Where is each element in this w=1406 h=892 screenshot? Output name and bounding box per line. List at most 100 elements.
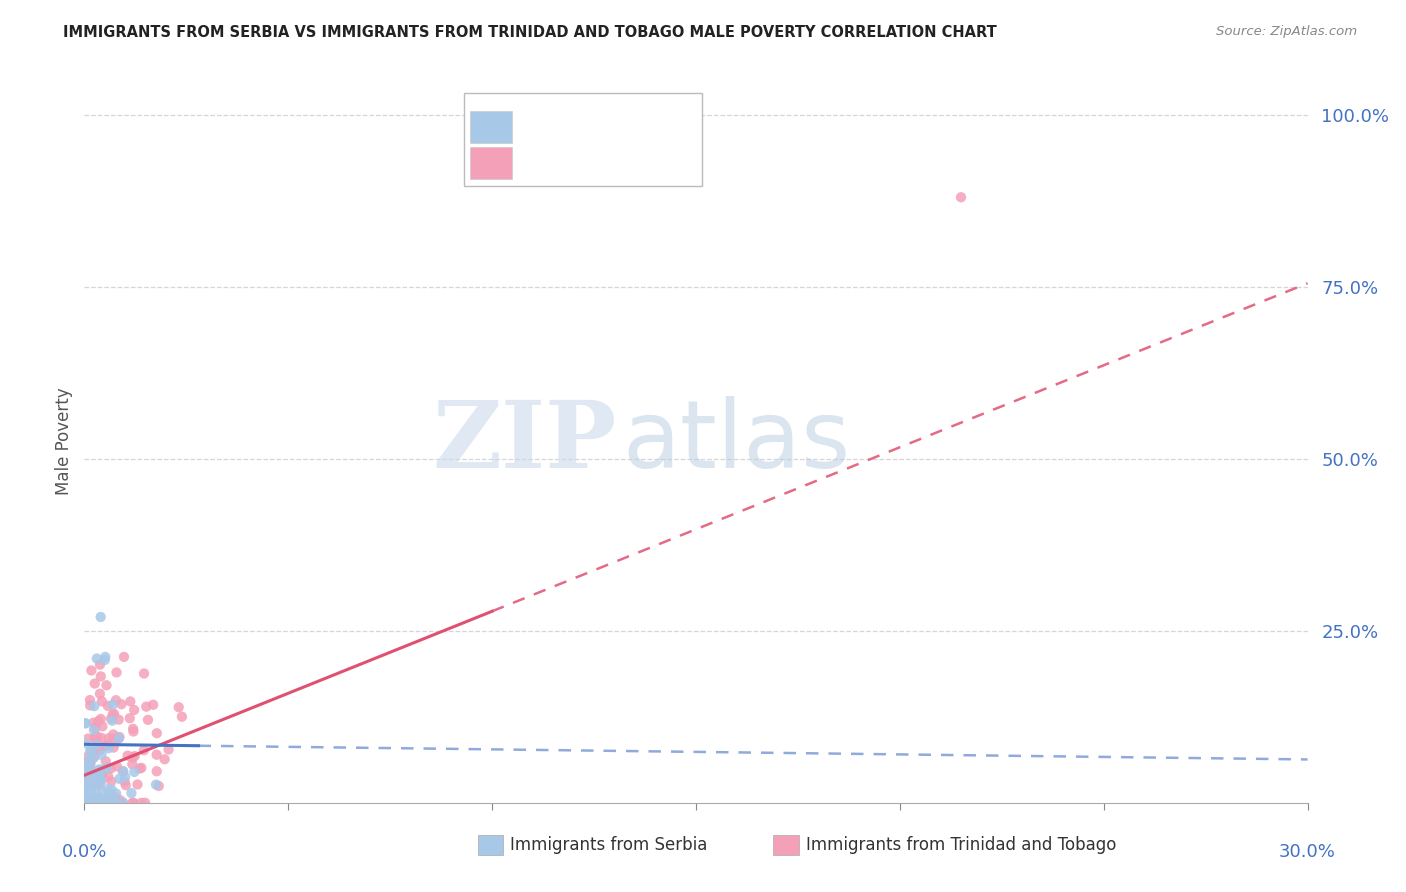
FancyBboxPatch shape — [470, 147, 513, 179]
Point — [90, 712, 112, 726]
Point — [83, 793, 105, 807]
Point — [80, 768, 103, 782]
Point — [77, 796, 100, 810]
FancyBboxPatch shape — [470, 111, 513, 143]
Point — [83, 749, 105, 764]
Point — [90, 610, 112, 624]
Point — [91, 796, 114, 810]
Point — [104, 693, 127, 707]
Point — [90, 773, 112, 788]
Point — [101, 714, 124, 728]
Point — [127, 777, 149, 791]
Point — [89, 763, 111, 777]
Y-axis label: Male Poverty: Male Poverty — [55, 388, 73, 495]
Point — [83, 723, 105, 737]
Point — [84, 730, 107, 744]
Point — [77, 779, 100, 793]
Point — [83, 676, 105, 690]
Point — [94, 653, 117, 667]
Point — [76, 769, 98, 783]
Point — [80, 664, 103, 678]
Point — [89, 657, 111, 672]
Point — [90, 669, 112, 683]
Point — [132, 666, 155, 681]
Point — [76, 789, 98, 804]
Point — [77, 784, 100, 798]
Point — [86, 791, 108, 805]
Point — [75, 789, 97, 804]
Point — [90, 775, 112, 789]
Point — [108, 731, 131, 745]
Point — [170, 709, 193, 723]
Text: N = 111: N = 111 — [610, 161, 685, 179]
Point — [84, 721, 107, 735]
Point — [73, 736, 96, 750]
Point — [122, 703, 145, 717]
Point — [83, 745, 105, 759]
Point — [122, 796, 145, 810]
Point — [104, 789, 127, 804]
Point — [80, 761, 103, 775]
Text: R =: R = — [485, 161, 524, 179]
Point — [82, 766, 104, 780]
Point — [86, 780, 108, 794]
Point — [97, 796, 120, 810]
Point — [122, 724, 145, 739]
Point — [101, 731, 124, 746]
Point — [91, 765, 114, 780]
Point — [110, 697, 132, 711]
Point — [91, 719, 114, 733]
Point — [117, 748, 139, 763]
Text: 30.0%: 30.0% — [1279, 843, 1336, 861]
FancyBboxPatch shape — [464, 93, 702, 186]
Point — [108, 772, 131, 786]
Point — [80, 764, 103, 779]
Text: IMMIGRANTS FROM SERBIA VS IMMIGRANTS FROM TRINIDAD AND TOBAGO MALE POVERTY CORRE: IMMIGRANTS FROM SERBIA VS IMMIGRANTS FRO… — [63, 25, 997, 40]
Point — [100, 782, 122, 797]
Point — [86, 731, 108, 745]
Point — [80, 743, 103, 757]
Point — [94, 755, 117, 769]
Point — [97, 698, 120, 713]
Point — [100, 712, 122, 726]
Point — [108, 796, 131, 810]
Point — [79, 791, 101, 805]
Point — [89, 767, 111, 781]
Point — [118, 711, 141, 725]
Point — [89, 796, 111, 810]
Point — [83, 751, 105, 765]
Point — [82, 715, 104, 730]
Point — [131, 761, 153, 775]
Point — [75, 796, 97, 810]
Point — [75, 774, 97, 789]
Point — [80, 777, 103, 791]
Point — [167, 700, 190, 714]
Point — [86, 796, 108, 810]
Point — [75, 756, 97, 771]
Point — [157, 742, 180, 756]
Point — [87, 764, 110, 778]
Point — [114, 770, 136, 784]
Point — [79, 763, 101, 777]
Point — [91, 785, 114, 799]
Text: ZIP: ZIP — [432, 397, 616, 486]
Point — [120, 694, 142, 708]
Point — [79, 693, 101, 707]
Point — [84, 768, 107, 782]
Point — [101, 794, 124, 808]
Point — [134, 796, 156, 810]
Point — [89, 772, 111, 786]
Point — [79, 757, 101, 772]
Point — [107, 713, 129, 727]
Point — [124, 764, 146, 779]
Point — [112, 649, 135, 664]
Point — [75, 716, 97, 731]
Point — [91, 767, 114, 781]
Point — [128, 762, 150, 776]
Point — [77, 796, 100, 810]
Point — [103, 706, 125, 721]
Point — [75, 769, 97, 783]
Point — [84, 741, 107, 756]
Point — [84, 772, 107, 786]
Point — [93, 796, 115, 810]
